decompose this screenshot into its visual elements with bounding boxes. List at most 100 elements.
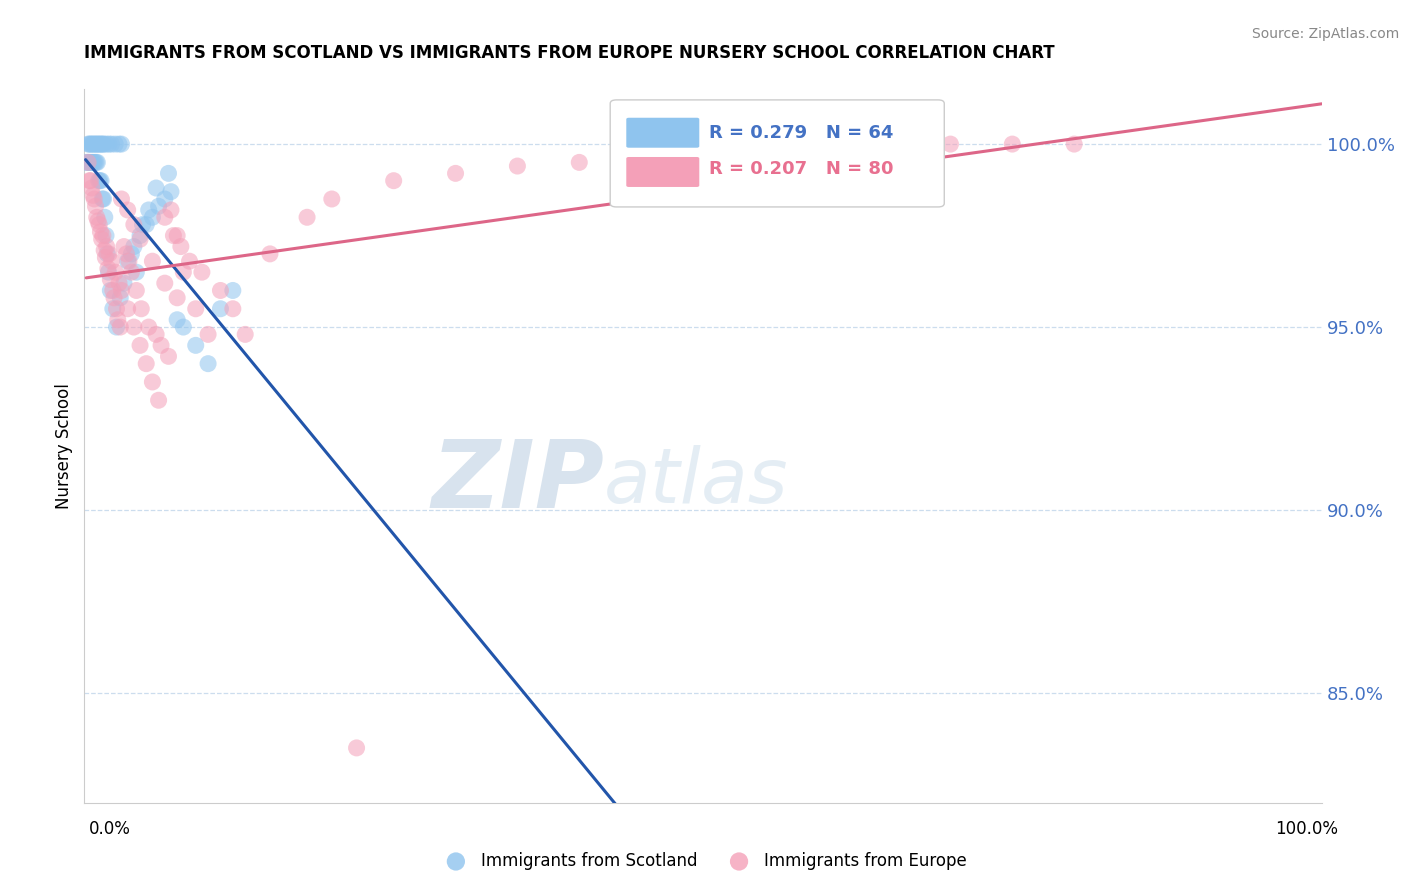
- Point: [83, 155, 105, 169]
- Point: [166, 228, 188, 243]
- Point: [120, 247, 142, 261]
- Point: [191, 265, 214, 279]
- Point: [166, 312, 188, 326]
- Point: [115, 247, 138, 261]
- Point: [150, 338, 173, 352]
- Point: [79, 174, 101, 188]
- Point: [107, 312, 129, 326]
- Point: [153, 192, 176, 206]
- Point: [86, 211, 108, 225]
- Point: [122, 239, 145, 253]
- Point: [209, 301, 232, 316]
- Point: [77, 155, 100, 169]
- Point: [101, 284, 124, 298]
- Point: [145, 327, 167, 342]
- Point: [148, 393, 170, 408]
- Point: [117, 254, 139, 268]
- Text: R = 0.207   N = 80: R = 0.207 N = 80: [709, 161, 894, 178]
- Point: [346, 740, 368, 755]
- Point: [131, 218, 153, 232]
- Point: [112, 239, 135, 253]
- Point: [754, 145, 776, 159]
- Point: [98, 247, 121, 261]
- Point: [82, 188, 104, 202]
- Point: [89, 225, 111, 239]
- Point: [170, 239, 193, 253]
- Point: [82, 155, 104, 169]
- Point: [129, 228, 152, 243]
- Point: [91, 192, 114, 206]
- Point: [117, 301, 139, 316]
- FancyBboxPatch shape: [626, 118, 699, 148]
- Point: [93, 137, 115, 152]
- Point: [141, 375, 163, 389]
- Point: [184, 338, 207, 352]
- Point: [84, 137, 107, 152]
- Point: [129, 301, 152, 316]
- Point: [125, 265, 148, 279]
- Point: [815, 141, 838, 155]
- Point: [939, 137, 962, 152]
- Point: [97, 261, 120, 276]
- Point: [87, 214, 110, 228]
- Point: [83, 192, 105, 206]
- Point: [84, 155, 107, 169]
- Point: [100, 137, 122, 152]
- Legend: Immigrants from Scotland, Immigrants from Europe: Immigrants from Scotland, Immigrants fro…: [433, 846, 973, 877]
- Point: [89, 137, 111, 152]
- Point: [98, 272, 121, 286]
- Point: [86, 155, 108, 169]
- Point: [184, 301, 207, 316]
- Point: [129, 232, 152, 246]
- Point: [148, 199, 170, 213]
- Point: [89, 137, 111, 152]
- Point: [259, 247, 281, 261]
- Point: [108, 276, 131, 290]
- Text: ZIP: ZIP: [432, 435, 605, 528]
- Point: [104, 137, 127, 152]
- Point: [172, 265, 194, 279]
- Point: [209, 284, 232, 298]
- Point: [877, 137, 900, 152]
- Point: [96, 239, 118, 253]
- Text: Source: ZipAtlas.com: Source: ZipAtlas.com: [1251, 27, 1399, 41]
- Point: [105, 301, 128, 316]
- Point: [82, 137, 104, 152]
- Point: [103, 291, 125, 305]
- Point: [179, 254, 201, 268]
- Point: [96, 137, 118, 152]
- Point: [84, 199, 107, 213]
- Point: [97, 265, 120, 279]
- Point: [108, 137, 131, 152]
- Point: [80, 181, 103, 195]
- Point: [141, 211, 163, 225]
- Point: [89, 218, 111, 232]
- Point: [91, 137, 114, 152]
- Point: [89, 174, 111, 188]
- Point: [94, 251, 117, 265]
- Point: [90, 232, 112, 246]
- Point: [630, 152, 652, 166]
- Point: [110, 320, 132, 334]
- Text: 100.0%: 100.0%: [1275, 820, 1339, 838]
- Point: [382, 174, 405, 188]
- Point: [138, 320, 160, 334]
- Point: [110, 192, 132, 206]
- Text: R = 0.279   N = 64: R = 0.279 N = 64: [709, 125, 894, 143]
- Point: [112, 276, 135, 290]
- Point: [506, 159, 529, 173]
- Point: [98, 284, 121, 298]
- Point: [76, 155, 98, 169]
- Point: [83, 155, 105, 169]
- Point: [110, 284, 132, 298]
- Point: [96, 247, 118, 261]
- Point: [80, 155, 103, 169]
- Point: [1063, 137, 1085, 152]
- Point: [166, 291, 188, 305]
- Point: [93, 192, 115, 206]
- Point: [153, 276, 176, 290]
- Point: [91, 228, 114, 243]
- Point: [90, 137, 112, 152]
- Point: [117, 202, 139, 217]
- Point: [162, 228, 184, 243]
